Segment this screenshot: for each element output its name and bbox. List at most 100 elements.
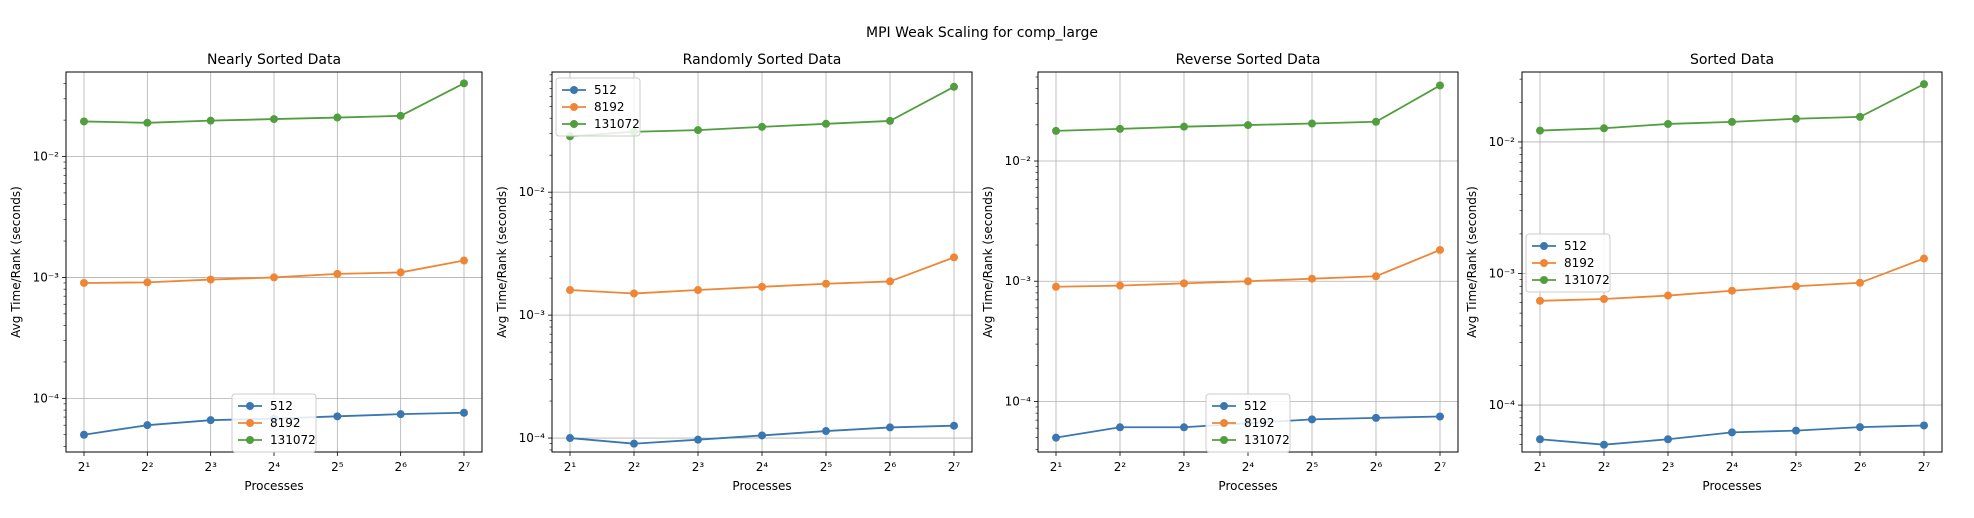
data-point-512 [630,439,638,448]
data-point-131072 [1052,126,1060,135]
data-point-512 [1728,428,1736,437]
x-tick-label: 2⁵ [1306,460,1319,474]
data-point-512 [143,421,152,430]
data-point-131072 [206,116,215,125]
data-point-131072 [1372,117,1380,126]
legend-marker-131072 [1220,436,1228,444]
legend: 512 8192 131072 [1205,393,1291,453]
legend-marker-8192 [1220,419,1228,427]
data-point-8192 [460,256,468,265]
data-point-512 [1856,423,1864,432]
chart-panel-1: 2¹ 2² 2³ 2⁴ 2⁵ 2⁶ 2⁷ 10⁻⁴ 10⁻³ 10⁻² Nearly Sorted … [9,52,483,493]
data-point-8192 [1920,254,1928,263]
panel-title: Nearly Sorted Data [207,52,341,68]
data-point-8192 [886,277,894,286]
x-tick-label: 2⁷ [948,460,961,474]
y-tick-label: 10⁻⁴ [1005,394,1032,408]
legend-marker-131072 [1540,276,1548,284]
data-point-131072 [1308,119,1316,128]
data-point-8192 [758,282,766,291]
x-tick-label: 2⁴ [756,460,769,474]
x-tick-label: 2⁶ [1854,460,1867,474]
legend-label-8192: 8192 [270,416,301,430]
x-tick-label: 2⁶ [884,460,897,474]
legend-marker-8192 [570,103,578,111]
data-point-512 [1436,412,1444,421]
data-point-8192 [1792,282,1800,291]
data-point-131072 [1792,114,1800,123]
data-point-512 [694,435,702,444]
legend-marker-512 [1540,242,1548,250]
data-point-8192 [1308,274,1316,283]
y-axis-label: Avg Time/Rank (seconds) [9,186,23,338]
y-tick-label: 10⁻² [1489,135,1516,149]
data-point-131072 [1600,124,1608,133]
data-point-8192 [206,275,215,284]
data-point-512 [1536,435,1544,444]
panel-title: Randomly Sorted Data [683,52,842,68]
data-point-8192 [1244,277,1252,286]
legend-marker-512 [246,402,254,410]
data-point-8192 [630,289,638,298]
data-point-8192 [1180,279,1188,288]
data-point-131072 [886,116,894,125]
data-point-512 [1180,423,1188,432]
data-point-8192 [80,278,88,287]
legend-marker-512 [570,86,578,94]
data-point-8192 [1600,295,1608,304]
chart-panel-3: 2¹ 2² 2³ 2⁴ 2⁵ 2⁶ 2⁷ 10⁻⁴ 10⁻³ 10⁻² Reverse Sorted… [981,52,1459,493]
data-point-8192 [694,286,702,295]
data-point-512 [1308,415,1316,424]
y-tick-label: 10⁻² [33,150,60,164]
data-point-8192 [270,273,278,282]
data-point-131072 [950,82,958,91]
data-point-512 [566,434,574,443]
legend-marker-8192 [246,419,254,427]
data-point-131072 [758,122,766,131]
legend-label-8192: 8192 [594,100,625,114]
data-point-512 [950,421,958,430]
x-tick-label: 2² [141,460,154,474]
y-axis-label: Avg Time/Rank (seconds) [495,186,509,338]
legend-label-512: 512 [1564,239,1587,253]
x-tick-label: 2⁶ [394,460,407,474]
y-tick-label: 10⁻⁴ [1489,398,1516,412]
data-point-8192 [1664,291,1672,300]
data-point-131072 [1728,117,1736,126]
data-point-512 [1052,433,1060,442]
data-point-8192 [1536,296,1544,305]
x-tick-label: 2¹ [78,460,91,474]
data-point-512 [1792,426,1800,435]
legend: 512 8192 131072 [1525,233,1611,293]
y-tick-label: 10⁻³ [33,270,60,284]
figure-title: MPI Weak Scaling for comp_large [866,25,1098,41]
legend-marker-131072 [246,436,254,444]
x-tick-label: 2⁴ [268,460,281,474]
x-tick-label: 2³ [692,460,705,474]
y-tick-label: 10⁻³ [1005,274,1032,288]
data-point-512 [758,431,766,440]
data-point-512 [1372,413,1380,422]
x-axis-label: Processes [1218,479,1277,493]
data-point-8192 [566,286,574,295]
x-tick-label: 2³ [1178,460,1191,474]
x-axis-label: Processes [244,479,303,493]
chart-panel-2: 2¹ 2² 2³ 2⁴ 2⁵ 2⁶ 2⁷ 10⁻⁴ 10⁻³ 10⁻² Randomly Sorte… [495,52,973,493]
legend-label-131072: 131072 [1564,273,1610,287]
x-axis-label: Processes [732,479,791,493]
data-point-512 [80,430,88,439]
legend-label-8192: 8192 [1244,416,1275,430]
x-tick-label: 2¹ [1534,460,1547,474]
legend-label-131072: 131072 [1244,433,1290,447]
legend-label-512: 512 [1244,399,1267,413]
data-point-8192 [822,279,830,288]
data-point-512 [333,412,342,421]
x-tick-label: 2⁷ [1434,460,1447,474]
x-axis-label: Processes [1702,479,1761,493]
x-tick-label: 2³ [204,460,217,474]
data-point-8192 [950,253,958,262]
x-tick-label: 2⁴ [1242,460,1255,474]
data-point-131072 [1664,119,1672,128]
